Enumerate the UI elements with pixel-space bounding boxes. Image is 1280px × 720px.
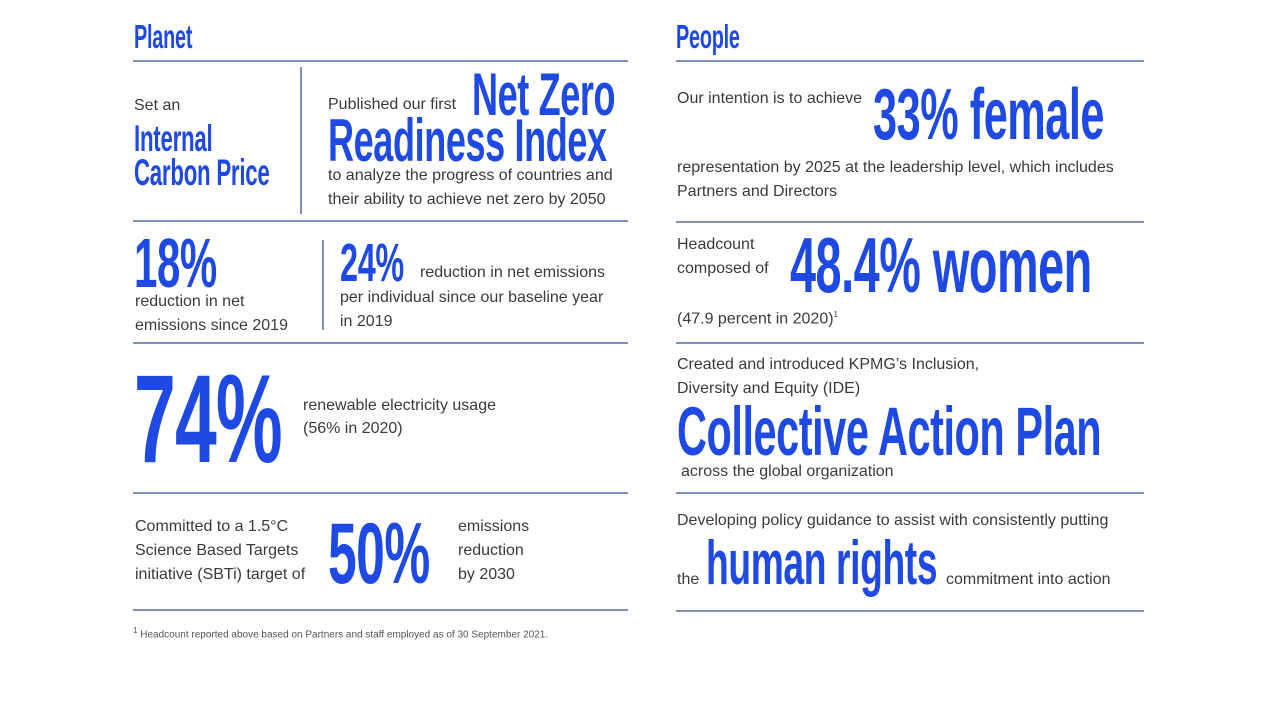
human-rights-intro: Developing policy guidance to assist wit… [677,512,1109,529]
divider [133,220,628,222]
divider [133,342,628,344]
reduction-18-desc-1: reduction in net [135,293,245,310]
divider [676,60,1144,62]
sbti-desc-2: reduction [458,542,524,559]
carbon-price-highlight-1: Internal [134,118,213,159]
divider [676,492,1144,494]
reduction-18-desc-2: emissions since 2019 [135,317,288,334]
divider [676,610,1144,612]
footnote-mark: 1 [833,310,838,319]
sbti-desc-1: emissions [458,518,530,535]
readiness-desc-1: to analyze the progress of countries and [328,167,613,184]
ide-desc: across the global organization [681,463,894,480]
readiness-highlight-2: Readiness Index [328,107,607,174]
human-rights-highlight: human rights [706,529,938,598]
divider [322,240,324,330]
sbti-intro-2: Science Based Targets [135,542,299,559]
readiness-highlight-1: Net Zero [472,61,616,128]
divider [133,609,628,611]
women-desc-text: (47.9 percent in 2020) [677,310,834,328]
renewable-desc-2: (56% in 2020) [303,420,403,437]
divider [676,221,1144,223]
sbti-intro-3: initiative (SBTi) target of [135,566,306,583]
female-desc-2: Partners and Directors [677,183,838,200]
footnote-mark: 1 [133,626,138,635]
human-rights-post: commitment into action [946,571,1111,588]
footnote-text: Headcount reported above based on Partne… [140,629,549,641]
sbti-intro-1: Committed to a 1.5°C [135,518,289,535]
renewable-desc-1: renewable electricity usage [303,397,496,414]
reduction-24-desc-1: reduction in net emissions [420,264,605,281]
women-desc: (47.9 percent in 2020)1 [677,303,838,331]
human-rights-pre: the [677,571,700,588]
female-highlight: 33% female [873,75,1105,155]
reduction-24-value: 24% [340,233,404,293]
ide-intro-2: Diversity and Equity (IDE) [677,380,861,397]
carbon-price-highlight-2: Carbon Price [134,152,270,193]
reduction-24-desc-3: in 2019 [340,313,393,330]
divider [133,492,628,494]
readiness-desc-2: their ability to achieve net zero by 205… [328,191,606,208]
footnote: 1 Headcount reported above based on Part… [133,626,548,640]
female-desc-1: representation by 2025 at the leadership… [677,159,1114,176]
women-highlight: 48.4% women [790,221,1092,309]
divider [676,342,1144,344]
reduction-24-desc-2: per individual since our baseline year [340,289,604,306]
ide-intro-1: Created and introduced KPMG’s Inclusion, [677,356,980,373]
reduction-18-value: 18% [134,224,217,302]
sbti-value: 50% [328,506,430,602]
women-intro-1: Headcount [677,236,755,253]
divider [300,67,302,214]
women-intro-2: composed of [677,260,769,277]
sbti-desc-3: by 2030 [458,566,515,583]
ide-highlight: Collective Action Plan [677,393,1102,470]
renewable-value: 74% [134,350,283,489]
people-heading: People [676,18,740,55]
female-intro: Our intention is to achieve [677,90,862,107]
carbon-price-intro: Set an [134,97,181,114]
planet-heading: Planet [134,18,193,55]
readiness-intro: Published our first [328,96,457,113]
divider [133,60,628,62]
